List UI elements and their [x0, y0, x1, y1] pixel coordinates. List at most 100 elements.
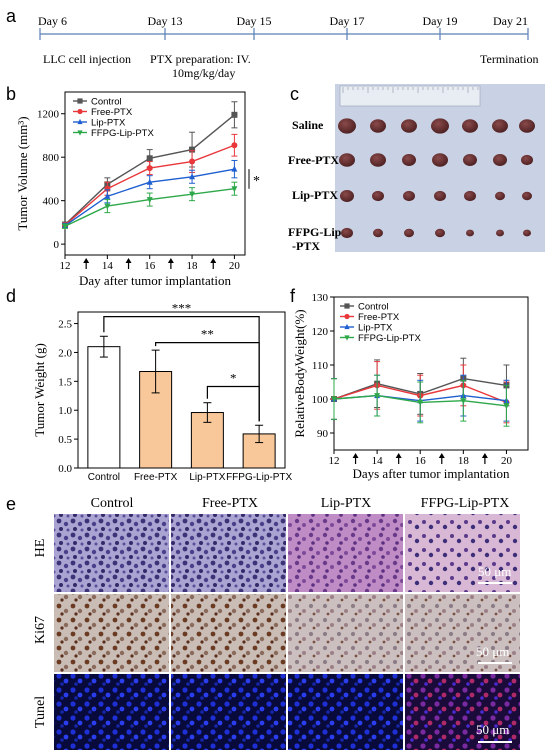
data-point — [146, 155, 153, 162]
treatment-arrow-head — [125, 258, 132, 263]
data-point — [146, 197, 153, 204]
scale-text-tunel: 50 μm — [476, 722, 509, 737]
micro-ki67-control — [54, 594, 169, 672]
tumor — [521, 154, 533, 166]
data-point — [189, 158, 196, 165]
data-point — [374, 393, 381, 400]
y-tick-label: 1.5 — [58, 376, 72, 388]
panel-label-e: e — [6, 494, 16, 514]
data-point — [104, 203, 111, 210]
micro-col-free-ptx: Free-PTX — [202, 496, 258, 511]
photo-row-lip-ptx: Lip-PTX — [292, 188, 338, 202]
x-tick-label: 16 — [415, 455, 427, 467]
x-tick-label: 16 — [144, 260, 156, 272]
data-point — [344, 313, 350, 320]
tumor — [464, 190, 476, 202]
y-tick-label: 90 — [317, 428, 329, 440]
micro-tunel-control — [54, 674, 169, 750]
chart-tumor-volume: 12 14 16 18 20 0 400 800 1200 ControlFree-PTXLip-… — [15, 91, 260, 288]
photo-ruler — [339, 85, 481, 107]
data-point — [146, 178, 153, 185]
y-tick-label: 1200 — [37, 109, 60, 121]
micro-row-he: HE — [33, 539, 48, 558]
micro-ki67-free-ptx — [171, 594, 286, 672]
legend-label: Control — [91, 97, 122, 108]
event-prep-line2: 10mg/kg/day — [172, 66, 235, 80]
timeline: Day 6 Day 13 Day 15 Day 17 Day 19 Day 21 LLC … — [38, 14, 538, 80]
panel-label-b: b — [6, 84, 16, 104]
y-tick-label: 800 — [43, 152, 60, 164]
micro-he-free-ptx — [171, 514, 286, 592]
tumor — [373, 228, 383, 238]
y-tick-label: 0 — [54, 239, 60, 251]
data-point — [331, 396, 337, 403]
x-axis-label: Days after tumor implantation — [352, 466, 510, 481]
legend-label: Lip-PTX — [91, 118, 126, 129]
x-tick-label: Control — [88, 472, 120, 483]
data-point — [189, 173, 196, 180]
tumor — [493, 154, 507, 166]
treatment-arrow-head — [210, 258, 217, 263]
timeline-day-label: Day 15 — [237, 14, 272, 28]
data-point — [503, 403, 510, 410]
micro-col-lip-ptx: Lip-PTX — [321, 496, 372, 511]
data-point — [77, 130, 83, 136]
significance-bracket — [155, 342, 260, 422]
tumor — [404, 228, 414, 238]
micro-he-control — [54, 514, 169, 592]
treatment-arrow-head — [167, 258, 174, 263]
timeline-day-label: Day 13 — [148, 14, 183, 28]
x-tick-label: 18 — [458, 455, 470, 467]
y-tick-label: 2.5 — [58, 319, 72, 331]
micro-tunel-free-ptx — [171, 674, 286, 750]
data-point — [62, 223, 68, 230]
data-point — [146, 165, 153, 172]
micro-he-ffpg — [405, 514, 520, 592]
panel-label-c: c — [290, 84, 299, 104]
legend-label: Free-PTX — [358, 312, 400, 323]
timeline-day-label: Day 21 — [493, 14, 528, 28]
tumor — [370, 153, 386, 167]
scale-text-he: 50 μm — [478, 564, 511, 579]
legend-label: Free-PTX — [91, 107, 133, 118]
tumor — [431, 118, 449, 134]
data-point — [231, 165, 238, 172]
x-tick-label: 14 — [372, 455, 384, 467]
treatment-arrow-head — [83, 258, 90, 263]
x-tick-label: 14 — [102, 260, 114, 272]
y-tick-label: 100 — [312, 394, 329, 406]
tumor — [463, 154, 477, 166]
tumor — [466, 229, 474, 237]
data-point — [77, 108, 83, 115]
significance-mark: ** — [201, 327, 214, 342]
tumor — [370, 119, 386, 133]
tumor — [522, 191, 532, 201]
data-point — [344, 335, 350, 341]
tumor — [435, 228, 445, 238]
x-tick-label: 18 — [187, 260, 199, 272]
panel-label-d: d — [6, 286, 16, 306]
tumor — [402, 154, 416, 166]
y-axis-label: Tumor Volume (mm³) — [15, 116, 30, 230]
scale-text-ki67: 50 μm — [476, 644, 509, 659]
tumor — [495, 191, 505, 201]
micro-row-ki67: Ki67 — [33, 616, 48, 644]
y-tick-label: 1.0 — [58, 405, 72, 417]
treatment-arrow-head — [352, 453, 359, 458]
data-point — [77, 98, 83, 104]
micro-he-lip-ptx — [288, 514, 403, 592]
tumor — [462, 119, 478, 133]
photo-background — [335, 84, 545, 252]
timeline-day-label: Day 17 — [330, 14, 365, 28]
x-tick-label: Free-PTX — [134, 472, 178, 483]
legend-label: Lip-PTX — [358, 323, 393, 334]
legend-label: FFPG-Lip-PTX — [91, 128, 154, 139]
tumor — [339, 153, 355, 167]
y-tick-label: 2.0 — [58, 347, 72, 359]
event-prep-line1: PTX preparation: IV. — [150, 52, 251, 66]
data-point — [460, 398, 467, 405]
y-axis-label: RelativeBodyWeight(%) — [292, 309, 307, 437]
plot-frame — [77, 311, 286, 469]
tumor — [372, 190, 384, 202]
x-tick-label: 20 — [501, 455, 513, 467]
